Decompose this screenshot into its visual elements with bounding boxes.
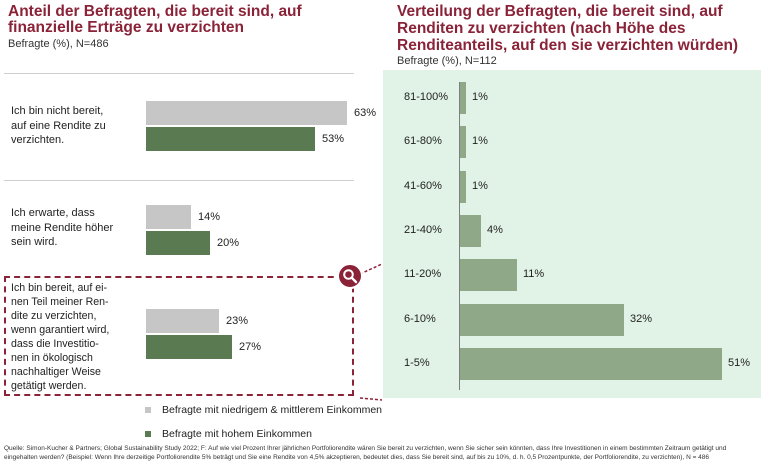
left-bar-value-label: 53%	[322, 133, 345, 145]
question-line: getätigt werden.	[11, 380, 87, 392]
right-bar-value-label: 4%	[487, 224, 503, 236]
question-line: verzichten.	[11, 134, 65, 146]
left-bar-value-label: 27%	[239, 341, 262, 353]
left-chart-subtitle: Befragte (%), N=486	[8, 38, 109, 50]
left-bar-value-label: 63%	[354, 107, 377, 119]
right-bar	[460, 82, 466, 114]
right-bar-value-label: 1%	[472, 91, 488, 103]
question-line: Ich bin nicht bereit,	[11, 105, 104, 117]
question-label-higher-return: Ich erwarte, dass meine Rendite höher se…	[11, 206, 113, 250]
legend-swatch-low-income	[145, 407, 151, 413]
left-chart-title-line1: Anteil der Befragten, die bereit sind, a…	[8, 3, 302, 20]
legend-swatch-high-income	[145, 431, 151, 437]
highlight-box	[4, 276, 354, 396]
right-category-label: 6-10%	[404, 313, 436, 325]
right-bar-value-label: 1%	[472, 135, 488, 147]
connector-line	[359, 263, 383, 401]
question-line: meine Rendite höher	[11, 221, 114, 234]
left-chart-title-line2: finanzielle Erträge zu verzichten	[8, 19, 245, 36]
right-chart-axis	[459, 82, 460, 390]
right-category-label: 81-100%	[404, 91, 449, 103]
right-category-label: 1-5%	[404, 357, 430, 369]
source-footnote: Quelle: Simon-Kucher & Partners; Global …	[4, 445, 727, 461]
left-bar-high-income	[146, 127, 315, 151]
question-line: dass die Investitio-	[11, 338, 99, 350]
right-bar-value-label: 1%	[472, 180, 488, 192]
right-bar-value-label: 32%	[630, 313, 653, 325]
magnifier-icon	[337, 263, 363, 289]
divider	[4, 73, 354, 74]
question-line: dite zu verzichten,	[11, 310, 97, 322]
right-bar	[460, 348, 722, 380]
right-bar	[460, 126, 466, 158]
question-line: auf eine Rendite zu	[11, 119, 106, 132]
right-bar	[460, 171, 466, 203]
question-line: nen Teil meiner Ren-	[11, 296, 109, 308]
left-bar-low-income	[146, 101, 347, 125]
question-line: nen in ökologisch	[11, 352, 93, 364]
right-bar	[460, 304, 624, 336]
right-bar	[460, 215, 481, 247]
right-bar	[460, 259, 517, 291]
legend-label-high-income: Befragte mit hohem Einkommen	[162, 428, 312, 440]
left-bar-high-income	[146, 335, 232, 359]
question-line: nachhaltiger Weise	[11, 366, 101, 378]
question-line: Ich bin bereit, auf ei-	[11, 282, 107, 294]
left-bar-value-label: 14%	[198, 211, 221, 223]
question-label-willing: Ich bin bereit, auf ei- nen Teil meiner …	[11, 281, 109, 393]
question-line: sein wird.	[11, 236, 58, 248]
left-bar-high-income	[146, 231, 210, 255]
right-category-label: 41-60%	[404, 180, 442, 192]
left-bar-low-income	[146, 205, 191, 229]
right-chart-panel	[383, 70, 761, 398]
right-category-label: 21-40%	[404, 224, 442, 236]
left-bar-low-income	[146, 309, 219, 333]
right-bar-value-label: 11%	[523, 268, 545, 280]
divider	[4, 180, 354, 181]
right-chart-title-line3: Renditeanteils, auf den sie verzichten w…	[397, 37, 739, 54]
left-bar-value-label: 20%	[217, 237, 240, 249]
right-bar-value-label: 51%	[728, 357, 751, 369]
right-category-label: 11-20%	[404, 268, 442, 280]
question-line: Ich erwarte, dass	[11, 207, 95, 219]
question-label-not-willing: Ich bin nicht bereit, auf eine Rendite z…	[11, 104, 106, 148]
right-chart-subtitle: Befragte (%), N=112	[397, 55, 497, 67]
left-bar-value-label: 23%	[226, 315, 249, 327]
right-chart-title-line2: Renditen zu verzichten (nach Höhe des	[397, 20, 686, 37]
legend-label-low-income: Befragte mit niedrigem & mittlerem Einko…	[162, 404, 382, 416]
right-chart-title-line1: Verteilung der Befragten, die bereit sin…	[397, 3, 723, 20]
right-category-label: 61-80%	[404, 135, 442, 147]
question-line: wenn garantiert wird,	[11, 324, 110, 336]
